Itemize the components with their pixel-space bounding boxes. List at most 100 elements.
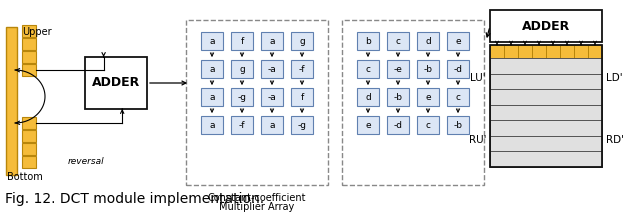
Text: c: c [365,64,371,74]
Bar [447,32,469,50]
Text: -e: -e [394,64,403,74]
Bar [518,45,532,58]
Bar [357,32,379,50]
Bar [22,38,36,50]
Bar [490,45,504,58]
Text: -b: -b [394,92,403,102]
Bar [261,88,283,106]
Bar [231,32,253,50]
Text: -g: -g [237,92,246,102]
Bar [490,136,602,151]
Text: f: f [241,36,244,46]
Text: Upper: Upper [22,27,52,37]
Text: a: a [209,92,215,102]
Bar [231,88,253,106]
Bar [22,156,36,168]
Bar [387,60,409,78]
Bar [504,45,518,58]
Bar [231,116,253,134]
Bar [574,45,588,58]
Bar [387,32,409,50]
Text: e: e [455,36,461,46]
Bar [231,60,253,78]
Bar [588,45,602,58]
Bar [490,45,602,167]
Text: -d: -d [394,120,403,130]
Bar [447,88,469,106]
Text: e: e [425,92,431,102]
Text: Constant-coefficient: Constant-coefficient [208,193,307,203]
Text: -b: -b [424,64,433,74]
Text: a: a [209,120,215,130]
Bar [417,88,439,106]
Bar [291,60,313,78]
Text: -f: -f [239,120,245,130]
Text: a: a [269,36,275,46]
Text: -f: -f [299,64,305,74]
Bar [417,60,439,78]
Text: LD': LD' [606,73,623,83]
Text: Bottom: Bottom [7,172,43,182]
Bar [186,20,328,185]
Bar [22,51,36,63]
Text: -a: -a [268,64,276,74]
Bar [201,60,223,78]
Bar [447,116,469,134]
Text: c: c [396,36,401,46]
Bar [490,10,602,42]
Bar [291,88,313,106]
Bar [291,32,313,50]
Bar [261,116,283,134]
Text: -g: -g [298,120,307,130]
Text: Fig. 12. DCT module implementation.: Fig. 12. DCT module implementation. [5,192,264,206]
Bar [490,151,602,167]
Text: a: a [209,64,215,74]
Bar [261,32,283,50]
Text: a: a [269,120,275,130]
Bar [490,74,602,89]
Bar [22,130,36,142]
Bar [417,116,439,134]
Text: b: b [365,36,371,46]
Text: -a: -a [268,92,276,102]
Text: g: g [239,64,245,74]
Bar [85,57,147,109]
Text: LU': LU' [470,73,486,83]
Bar [490,58,602,74]
Text: ADDER: ADDER [522,20,570,33]
Bar [546,45,560,58]
Bar [22,64,36,76]
Bar [447,60,469,78]
Text: f: f [300,92,303,102]
Text: a: a [209,36,215,46]
Text: Multiplier Array: Multiplier Array [220,202,294,212]
Bar [387,116,409,134]
Bar [357,88,379,106]
Text: ADDER: ADDER [92,77,140,89]
Text: -d: -d [454,64,463,74]
Bar [357,60,379,78]
Bar [490,105,602,120]
Bar [261,60,283,78]
Bar [22,117,36,129]
Bar [342,20,484,185]
Bar [490,89,602,105]
Bar [560,45,574,58]
Bar [22,143,36,155]
Bar [6,27,17,175]
Bar [201,116,223,134]
Text: -b: -b [454,120,463,130]
Bar [387,88,409,106]
Bar [357,116,379,134]
Text: g: g [299,36,305,46]
Text: RD': RD' [606,135,624,145]
Bar [22,25,36,37]
Text: d: d [365,92,371,102]
Text: e: e [365,120,371,130]
Bar [490,120,602,136]
Bar [532,45,546,58]
Bar [291,116,313,134]
Bar [201,32,223,50]
Text: reversal: reversal [68,158,104,166]
Text: c: c [426,120,431,130]
